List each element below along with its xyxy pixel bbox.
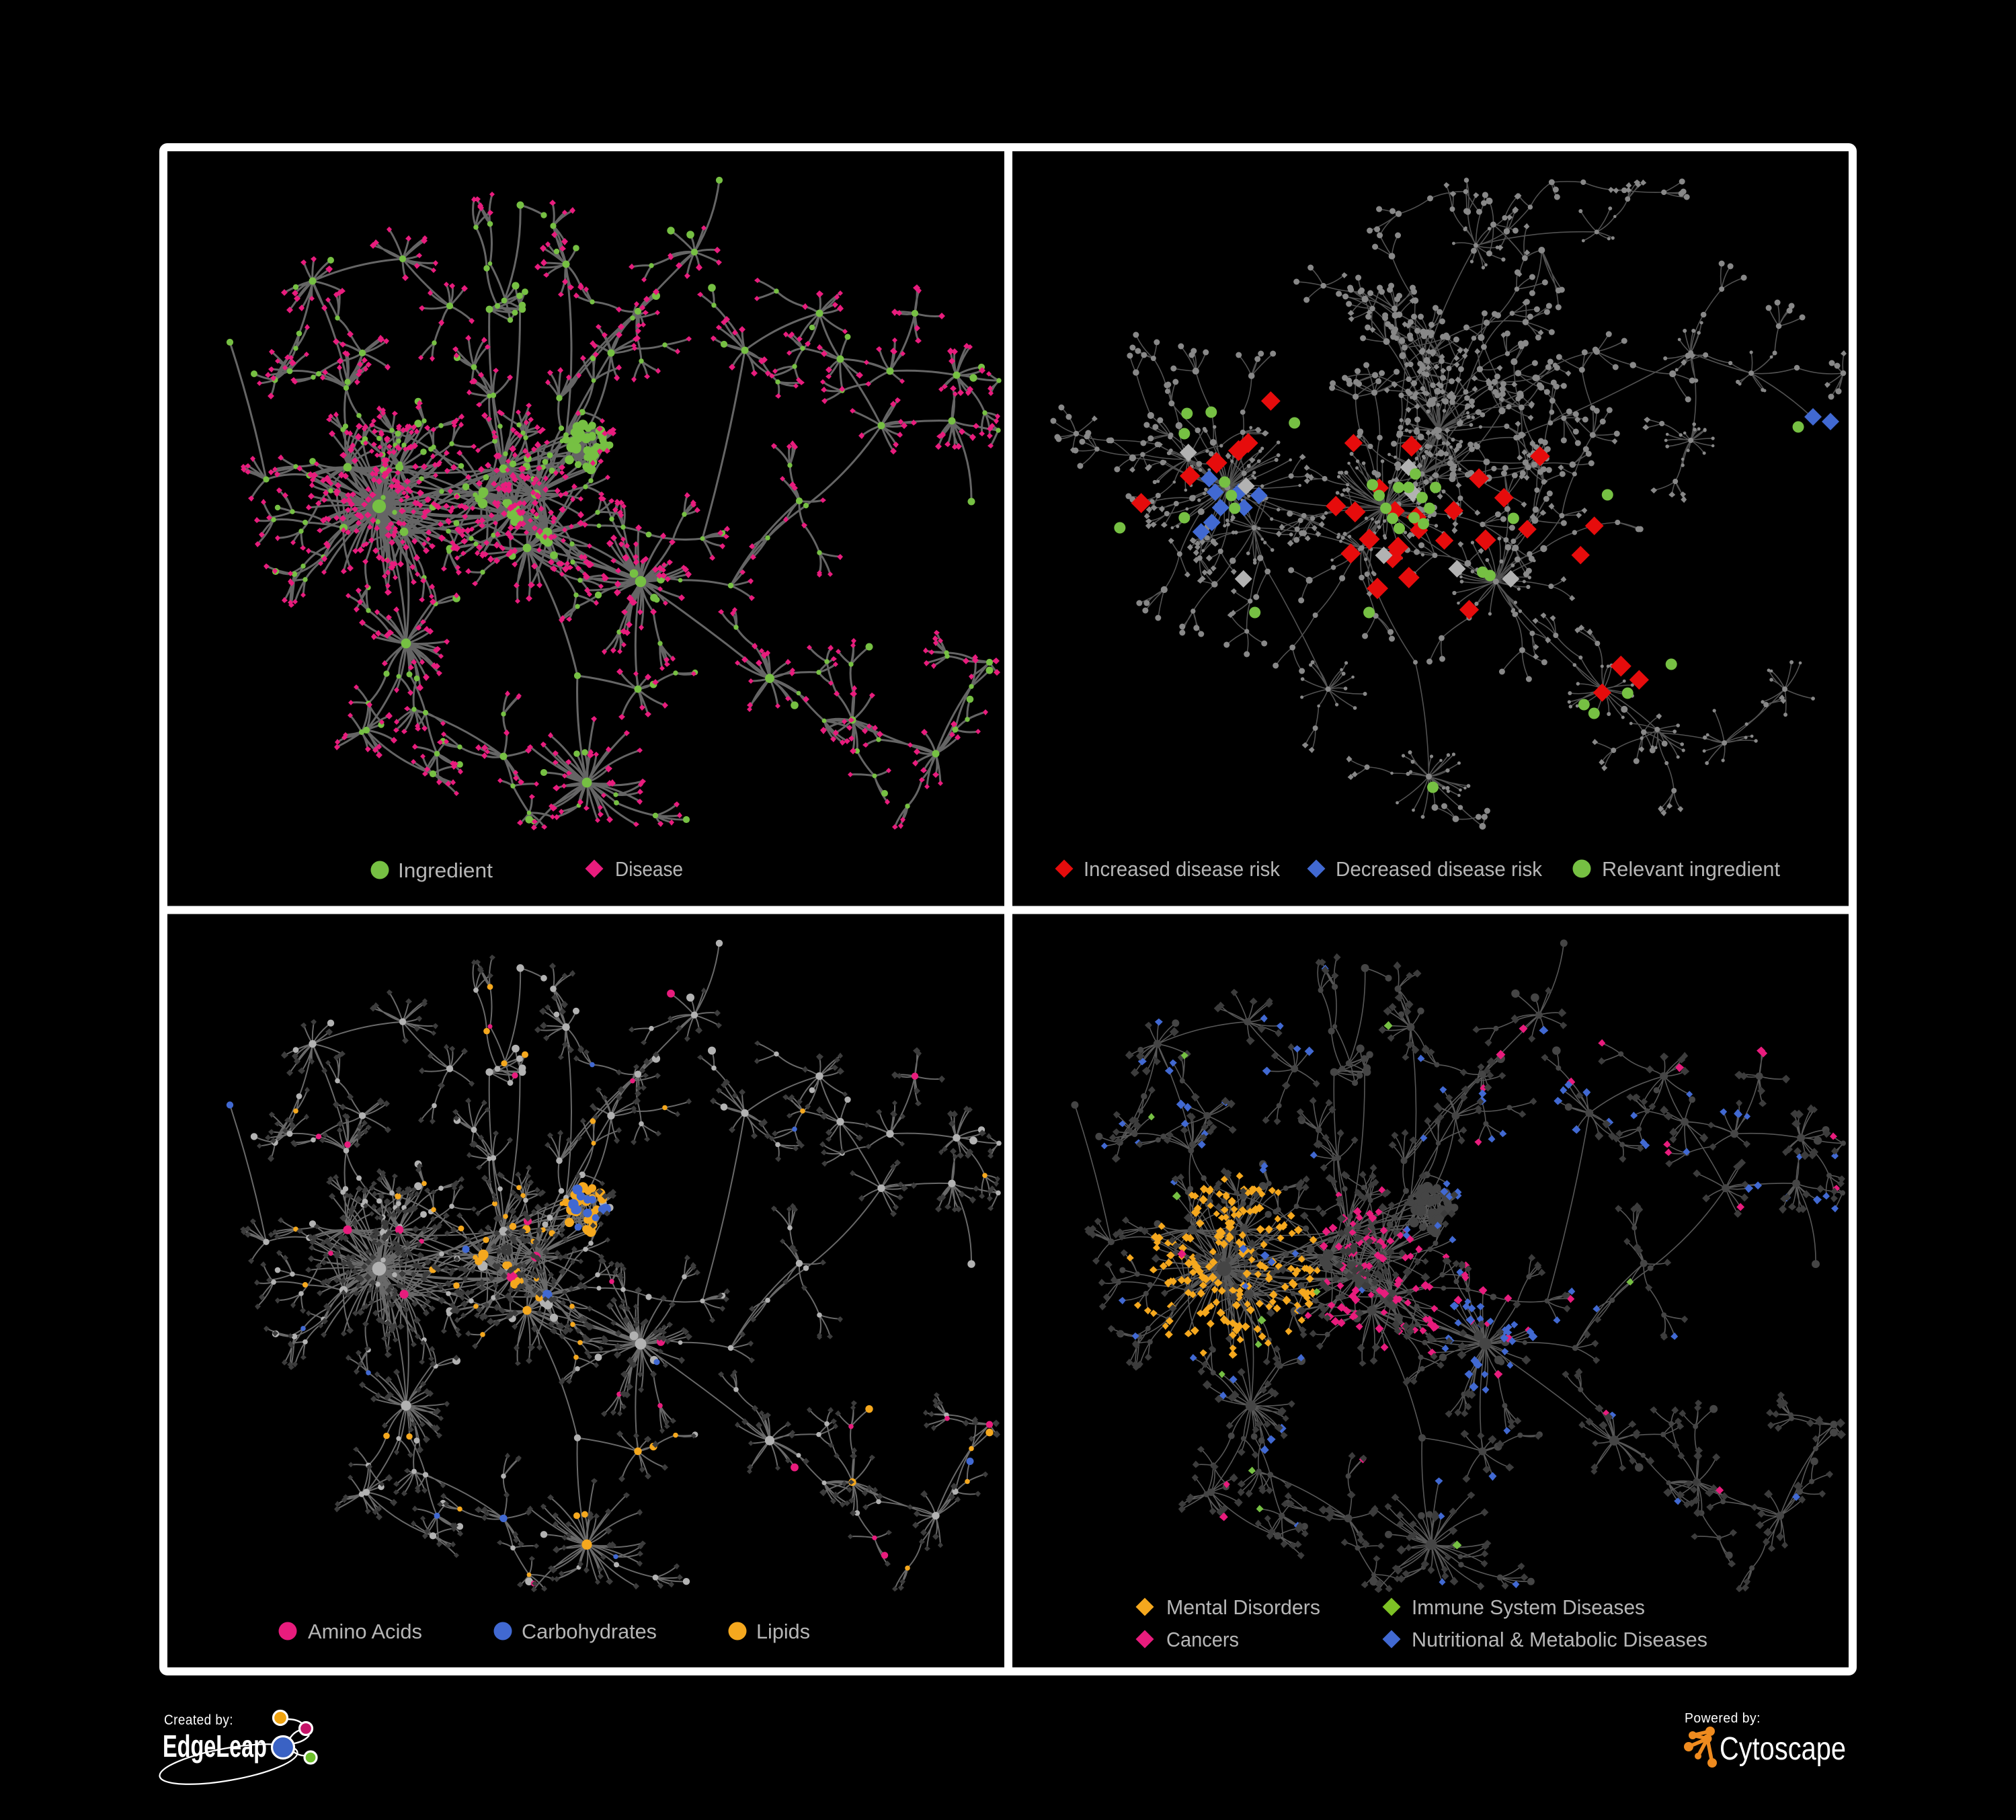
svg-text:Created by:: Created by: bbox=[164, 1712, 233, 1728]
svg-text:Amino Acids: Amino Acids bbox=[308, 1620, 422, 1643]
svg-text:Increased disease risk: Increased disease risk bbox=[1084, 857, 1280, 881]
svg-text:Nutritional & Metabolic Diseas: Nutritional & Metabolic Diseases bbox=[1412, 1628, 1707, 1651]
svg-text:EdgeLeap: EdgeLeap bbox=[163, 1729, 267, 1764]
svg-text:Carbohydrates: Carbohydrates bbox=[522, 1620, 657, 1643]
svg-text:Immune System Diseases: Immune System Diseases bbox=[1412, 1595, 1645, 1619]
svg-text:Powered by:: Powered by: bbox=[1685, 1711, 1761, 1726]
svg-text:Ingredient: Ingredient bbox=[398, 859, 493, 882]
svg-text:Decreased disease risk: Decreased disease risk bbox=[1336, 857, 1542, 881]
svg-text:Cancers: Cancers bbox=[1166, 1628, 1239, 1651]
svg-text:Lipids: Lipids bbox=[756, 1620, 810, 1643]
svg-text:Disease: Disease bbox=[615, 857, 683, 881]
svg-text:Relevant ingredient: Relevant ingredient bbox=[1602, 857, 1780, 881]
svg-text:Cytoscape: Cytoscape bbox=[1720, 1731, 1846, 1767]
svg-text:Mental Disorders: Mental Disorders bbox=[1166, 1595, 1320, 1619]
